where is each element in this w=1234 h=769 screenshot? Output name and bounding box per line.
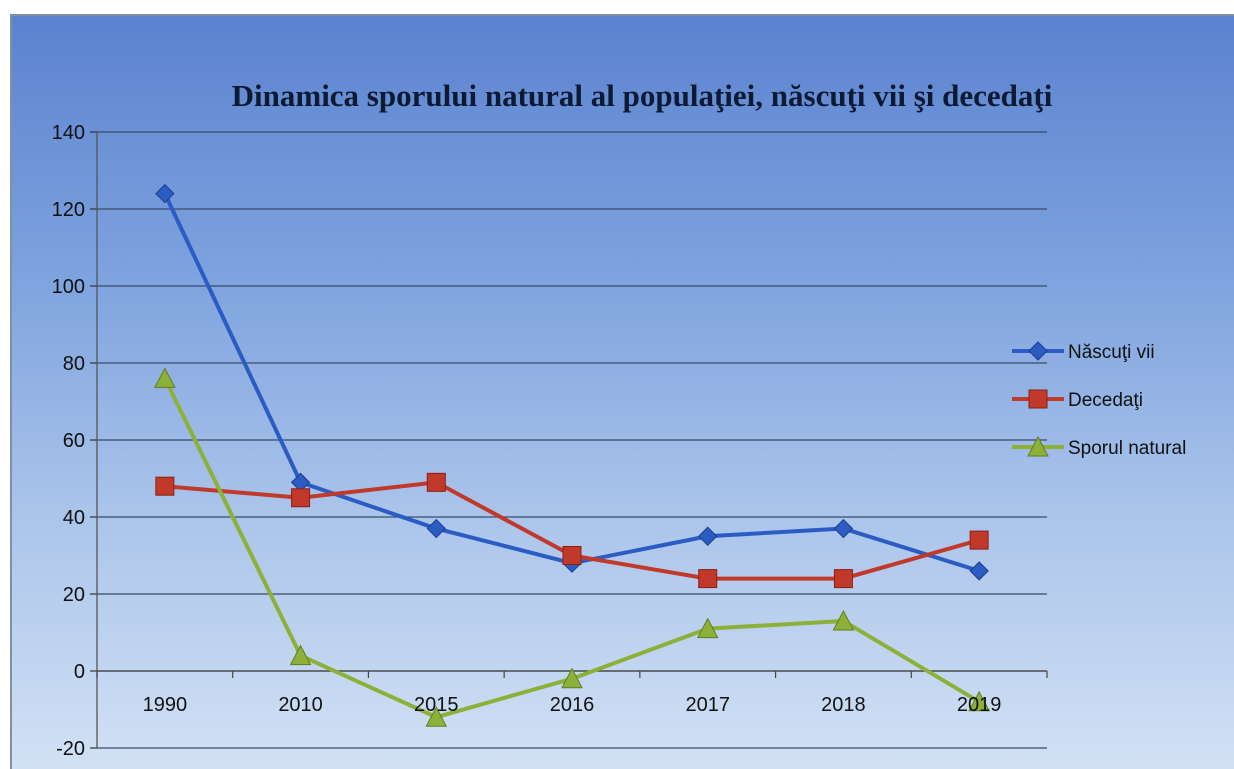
line-chart: -20 0 20 40 60 80 100 120 140 1990 2010 2015 2016 201… (52, 78, 1187, 760)
legend-marker-sporul-natural (1027, 435, 1049, 457)
data-point-decedati (833, 569, 853, 589)
y-tick-label: 100 (52, 276, 85, 298)
y-tick-label: 0 (74, 661, 85, 683)
data-point-nascuti-vii (969, 561, 989, 581)
y-tick-label: 140 (52, 122, 85, 144)
data-point-sporul-natural (968, 690, 990, 712)
tick-labels: -20 0 20 40 60 80 100 120 140 1990 2010 2015 2016 201… (52, 122, 1002, 760)
data-point-sporul-natural (561, 667, 583, 689)
gridlines (97, 131, 1047, 749)
legend-label-sporul-natural: Sporul natural (1068, 438, 1186, 459)
data-point-nascuti-vii (155, 183, 175, 204)
x-tick-label: 2019 (957, 694, 1002, 716)
x-tick-label: 2015 (414, 694, 459, 716)
data-point-nascuti-vii (426, 518, 446, 539)
y-tick-label: 60 (63, 430, 85, 452)
data-point-nascuti-vii (833, 518, 854, 539)
legend-marker-decedati (1028, 389, 1048, 409)
y-tick-label: 80 (63, 353, 85, 375)
data-point-decedati (155, 476, 175, 496)
x-tick-label: 1990 (143, 694, 188, 716)
legend-label-nascuti-vii: Născuţi vii (1068, 342, 1155, 363)
y-tick-label: -20 (56, 738, 85, 760)
y-tick-label: 120 (52, 199, 85, 221)
x-tick-label: 2010 (278, 694, 323, 716)
y-tick-label: 40 (63, 507, 85, 529)
data-point-sporul-natural (696, 617, 719, 639)
legend: Născuţi vii Decedaţi Sporul natural (1012, 341, 1186, 459)
data-point-sporul-natural (154, 367, 176, 388)
data-point-decedati (426, 472, 446, 492)
data-point-sporul-natural (289, 644, 312, 666)
legend-marker-nascuti-vii (1028, 341, 1048, 361)
series-lines (163, 192, 981, 720)
data-point-decedati (698, 569, 718, 589)
data-point-sporul-natural (832, 609, 855, 631)
x-tick-label: 2016 (550, 694, 595, 716)
legend-label-decedati: Decedaţi (1068, 390, 1143, 411)
series-markers (154, 183, 990, 727)
x-tick-label: 2018 (821, 694, 866, 716)
chart-title: Dinamica sporului natural al populaţiei,… (232, 78, 1053, 113)
data-point-decedati (562, 546, 582, 565)
x-tick-label: 2017 (685, 694, 730, 716)
data-point-sporul-natural (425, 706, 448, 727)
chart-frame: -20 0 20 40 60 80 100 120 140 1990 2010 2015 2016 201… (10, 14, 1234, 769)
data-point-nascuti-vii (698, 526, 718, 546)
data-point-decedati (969, 530, 989, 550)
y-tick-label: 20 (63, 584, 85, 606)
series-line-nascuti-vii (163, 192, 980, 573)
data-point-decedati (291, 488, 311, 508)
